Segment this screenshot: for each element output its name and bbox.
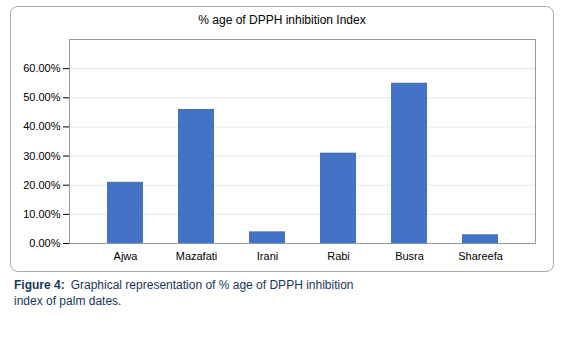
svg-text:40.00%: 40.00% xyxy=(23,120,61,132)
svg-text:20.00%: 20.00% xyxy=(23,179,61,191)
svg-text:Rabi: Rabi xyxy=(327,250,350,262)
svg-text:0.00%: 0.00% xyxy=(29,237,60,249)
svg-text:10.00%: 10.00% xyxy=(23,208,61,220)
html-text:% age of DPPH inhibition Index: % age of DPPH inhibition Index xyxy=(198,13,366,27)
svg-text:Mazafati: Mazafati xyxy=(176,250,218,262)
svg-text:Shareefa: Shareefa xyxy=(458,250,504,262)
html-text:Graphical representation of %: Graphical representation of % age of DPP… xyxy=(14,278,354,308)
svg-text:Irani: Irani xyxy=(257,250,278,262)
svg-text:50.00%: 50.00% xyxy=(23,91,61,103)
svg-text:30.00%: 30.00% xyxy=(23,150,61,162)
html-text:Figure 4:: Figure 4: xyxy=(14,278,65,292)
svg-text:Busra: Busra xyxy=(395,250,425,262)
svg-text:60.00%: 60.00% xyxy=(23,62,61,74)
svg-text:Ajwa: Ajwa xyxy=(114,250,139,262)
